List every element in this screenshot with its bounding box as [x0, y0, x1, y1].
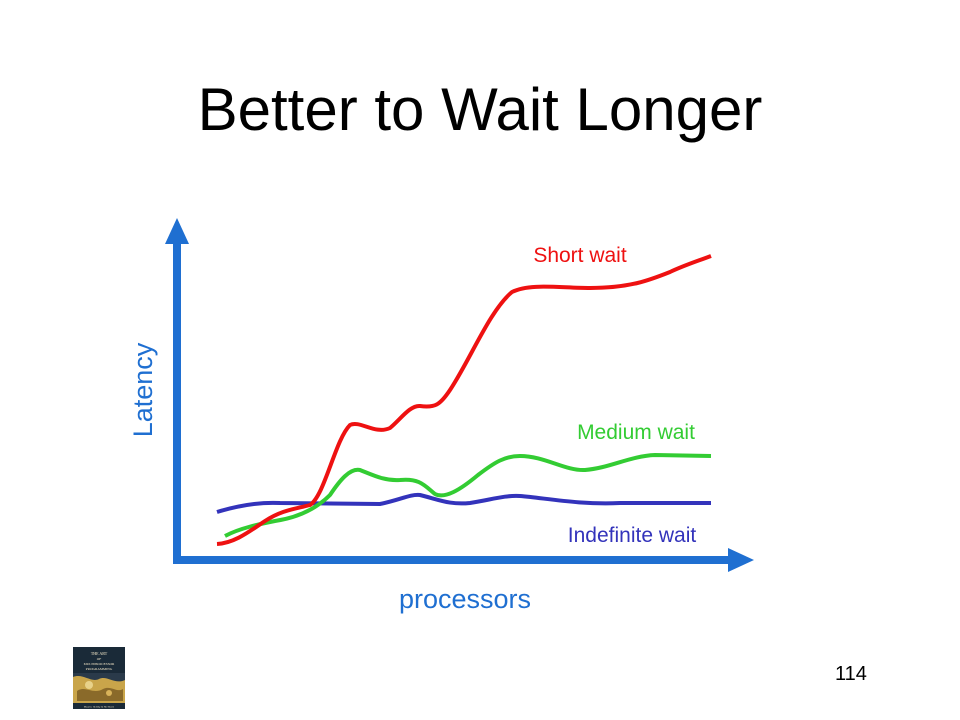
page-number: 114	[835, 663, 867, 685]
curve-medium-wait	[224, 452, 712, 538]
svg-text:PROGRAMMING: PROGRAMMING	[86, 667, 113, 671]
svg-text:OF: OF	[97, 657, 102, 661]
svg-text:Maurice Herlihy & Nir Shavit: Maurice Herlihy & Nir Shavit	[84, 706, 114, 709]
svg-text:THE ART: THE ART	[91, 651, 108, 656]
medium-wait-label: Medium wait	[577, 421, 695, 444]
x-axis-arrow	[728, 548, 754, 572]
curve-short-wait	[216, 254, 712, 546]
y-axis-arrow	[165, 218, 189, 244]
x-axis-label: processors	[399, 584, 531, 614]
y-axis-label: Latency	[128, 342, 158, 437]
axes	[165, 218, 754, 572]
slide-title: Better to Wait Longer	[197, 76, 763, 143]
book-cover-image: THE ART OF MULTIPROCESSOR PROGRAMMING Ma…	[73, 647, 125, 709]
svg-text:MULTIPROCESSOR: MULTIPROCESSOR	[84, 662, 115, 666]
curve-indefinite-wait	[216, 492, 711, 514]
short-wait-label: Short wait	[533, 244, 627, 267]
indefinite-wait-label: Indefinite wait	[568, 524, 697, 547]
